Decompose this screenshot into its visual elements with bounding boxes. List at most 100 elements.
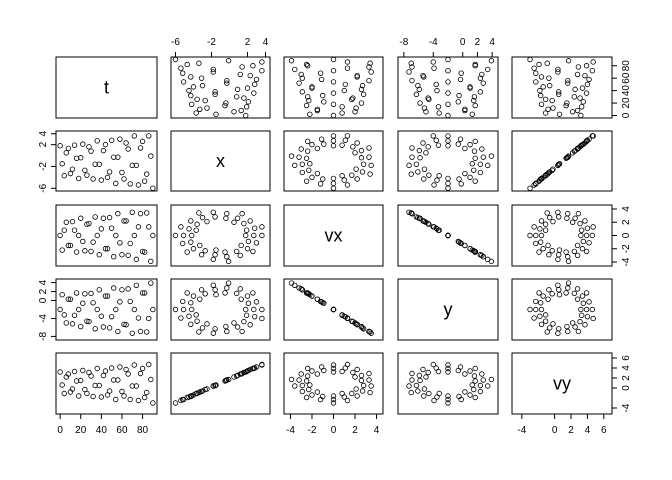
point <box>456 92 462 99</box>
point <box>420 218 426 224</box>
point <box>426 96 432 103</box>
point <box>146 315 152 322</box>
point <box>445 232 451 239</box>
point <box>578 112 584 119</box>
panel-frame <box>397 278 499 341</box>
point <box>238 296 244 302</box>
point <box>433 137 439 143</box>
panel-frame <box>283 130 384 192</box>
point <box>71 142 78 148</box>
point <box>304 94 311 100</box>
point <box>577 318 583 325</box>
point <box>330 56 337 63</box>
point <box>421 393 427 399</box>
point <box>115 210 121 217</box>
point <box>190 246 197 252</box>
point <box>477 161 484 167</box>
panel-frame <box>170 278 271 341</box>
point <box>141 249 148 255</box>
point <box>544 329 550 335</box>
point <box>80 238 86 245</box>
point <box>556 252 562 258</box>
point <box>565 154 571 160</box>
point <box>303 290 310 296</box>
point <box>556 291 563 298</box>
point <box>225 376 232 383</box>
point <box>224 328 230 335</box>
point <box>251 313 258 320</box>
point <box>115 154 121 160</box>
point <box>188 232 195 239</box>
point <box>578 232 584 239</box>
panel-frame <box>397 56 499 119</box>
point <box>123 140 129 146</box>
point <box>239 210 245 217</box>
point <box>210 256 216 263</box>
point <box>542 110 549 116</box>
point <box>368 162 374 169</box>
point <box>430 224 436 230</box>
point <box>212 91 218 98</box>
point <box>366 77 372 84</box>
point <box>330 306 337 313</box>
point <box>121 218 127 224</box>
point <box>366 377 372 383</box>
point <box>108 137 115 143</box>
point <box>180 79 187 85</box>
point <box>565 254 571 260</box>
point <box>242 112 249 119</box>
point <box>98 226 105 232</box>
point <box>569 219 576 225</box>
point <box>408 171 414 177</box>
point <box>148 376 154 383</box>
point <box>244 246 251 252</box>
point <box>253 240 260 246</box>
point <box>98 394 105 400</box>
panel-frame <box>283 278 384 341</box>
point <box>342 81 349 88</box>
point <box>485 162 491 169</box>
point <box>243 312 250 319</box>
point <box>86 144 92 150</box>
point <box>82 248 88 254</box>
point <box>146 224 152 230</box>
y-tick-label: -6 <box>38 183 49 192</box>
y-tick-label: 4 <box>621 365 632 371</box>
panel-frame <box>55 204 158 267</box>
point <box>251 225 258 231</box>
point <box>455 141 461 147</box>
x-tick-label: 0 <box>552 425 558 436</box>
point <box>139 365 146 372</box>
point <box>445 101 451 108</box>
point <box>199 214 206 221</box>
point <box>210 282 216 288</box>
point <box>563 249 569 255</box>
point <box>61 390 67 397</box>
y-tick-label: -2 <box>38 162 49 171</box>
point <box>366 145 372 151</box>
point <box>78 377 84 384</box>
point <box>179 70 186 76</box>
point <box>253 364 260 370</box>
point <box>210 209 216 215</box>
point <box>339 368 345 375</box>
point <box>184 249 190 255</box>
point <box>589 232 596 239</box>
point <box>582 140 588 146</box>
point <box>231 320 237 326</box>
point <box>344 65 351 71</box>
point <box>86 318 92 325</box>
point <box>488 376 495 383</box>
point <box>330 67 337 74</box>
panel-frame <box>55 130 158 192</box>
point <box>306 167 312 173</box>
point <box>188 92 194 99</box>
point <box>224 254 230 260</box>
point <box>342 137 349 143</box>
point <box>472 61 478 68</box>
point <box>547 325 553 331</box>
x-tick-label: 2 <box>245 37 251 48</box>
point <box>589 306 596 313</box>
y-tick-label: -2 <box>621 244 632 253</box>
point <box>574 242 581 249</box>
